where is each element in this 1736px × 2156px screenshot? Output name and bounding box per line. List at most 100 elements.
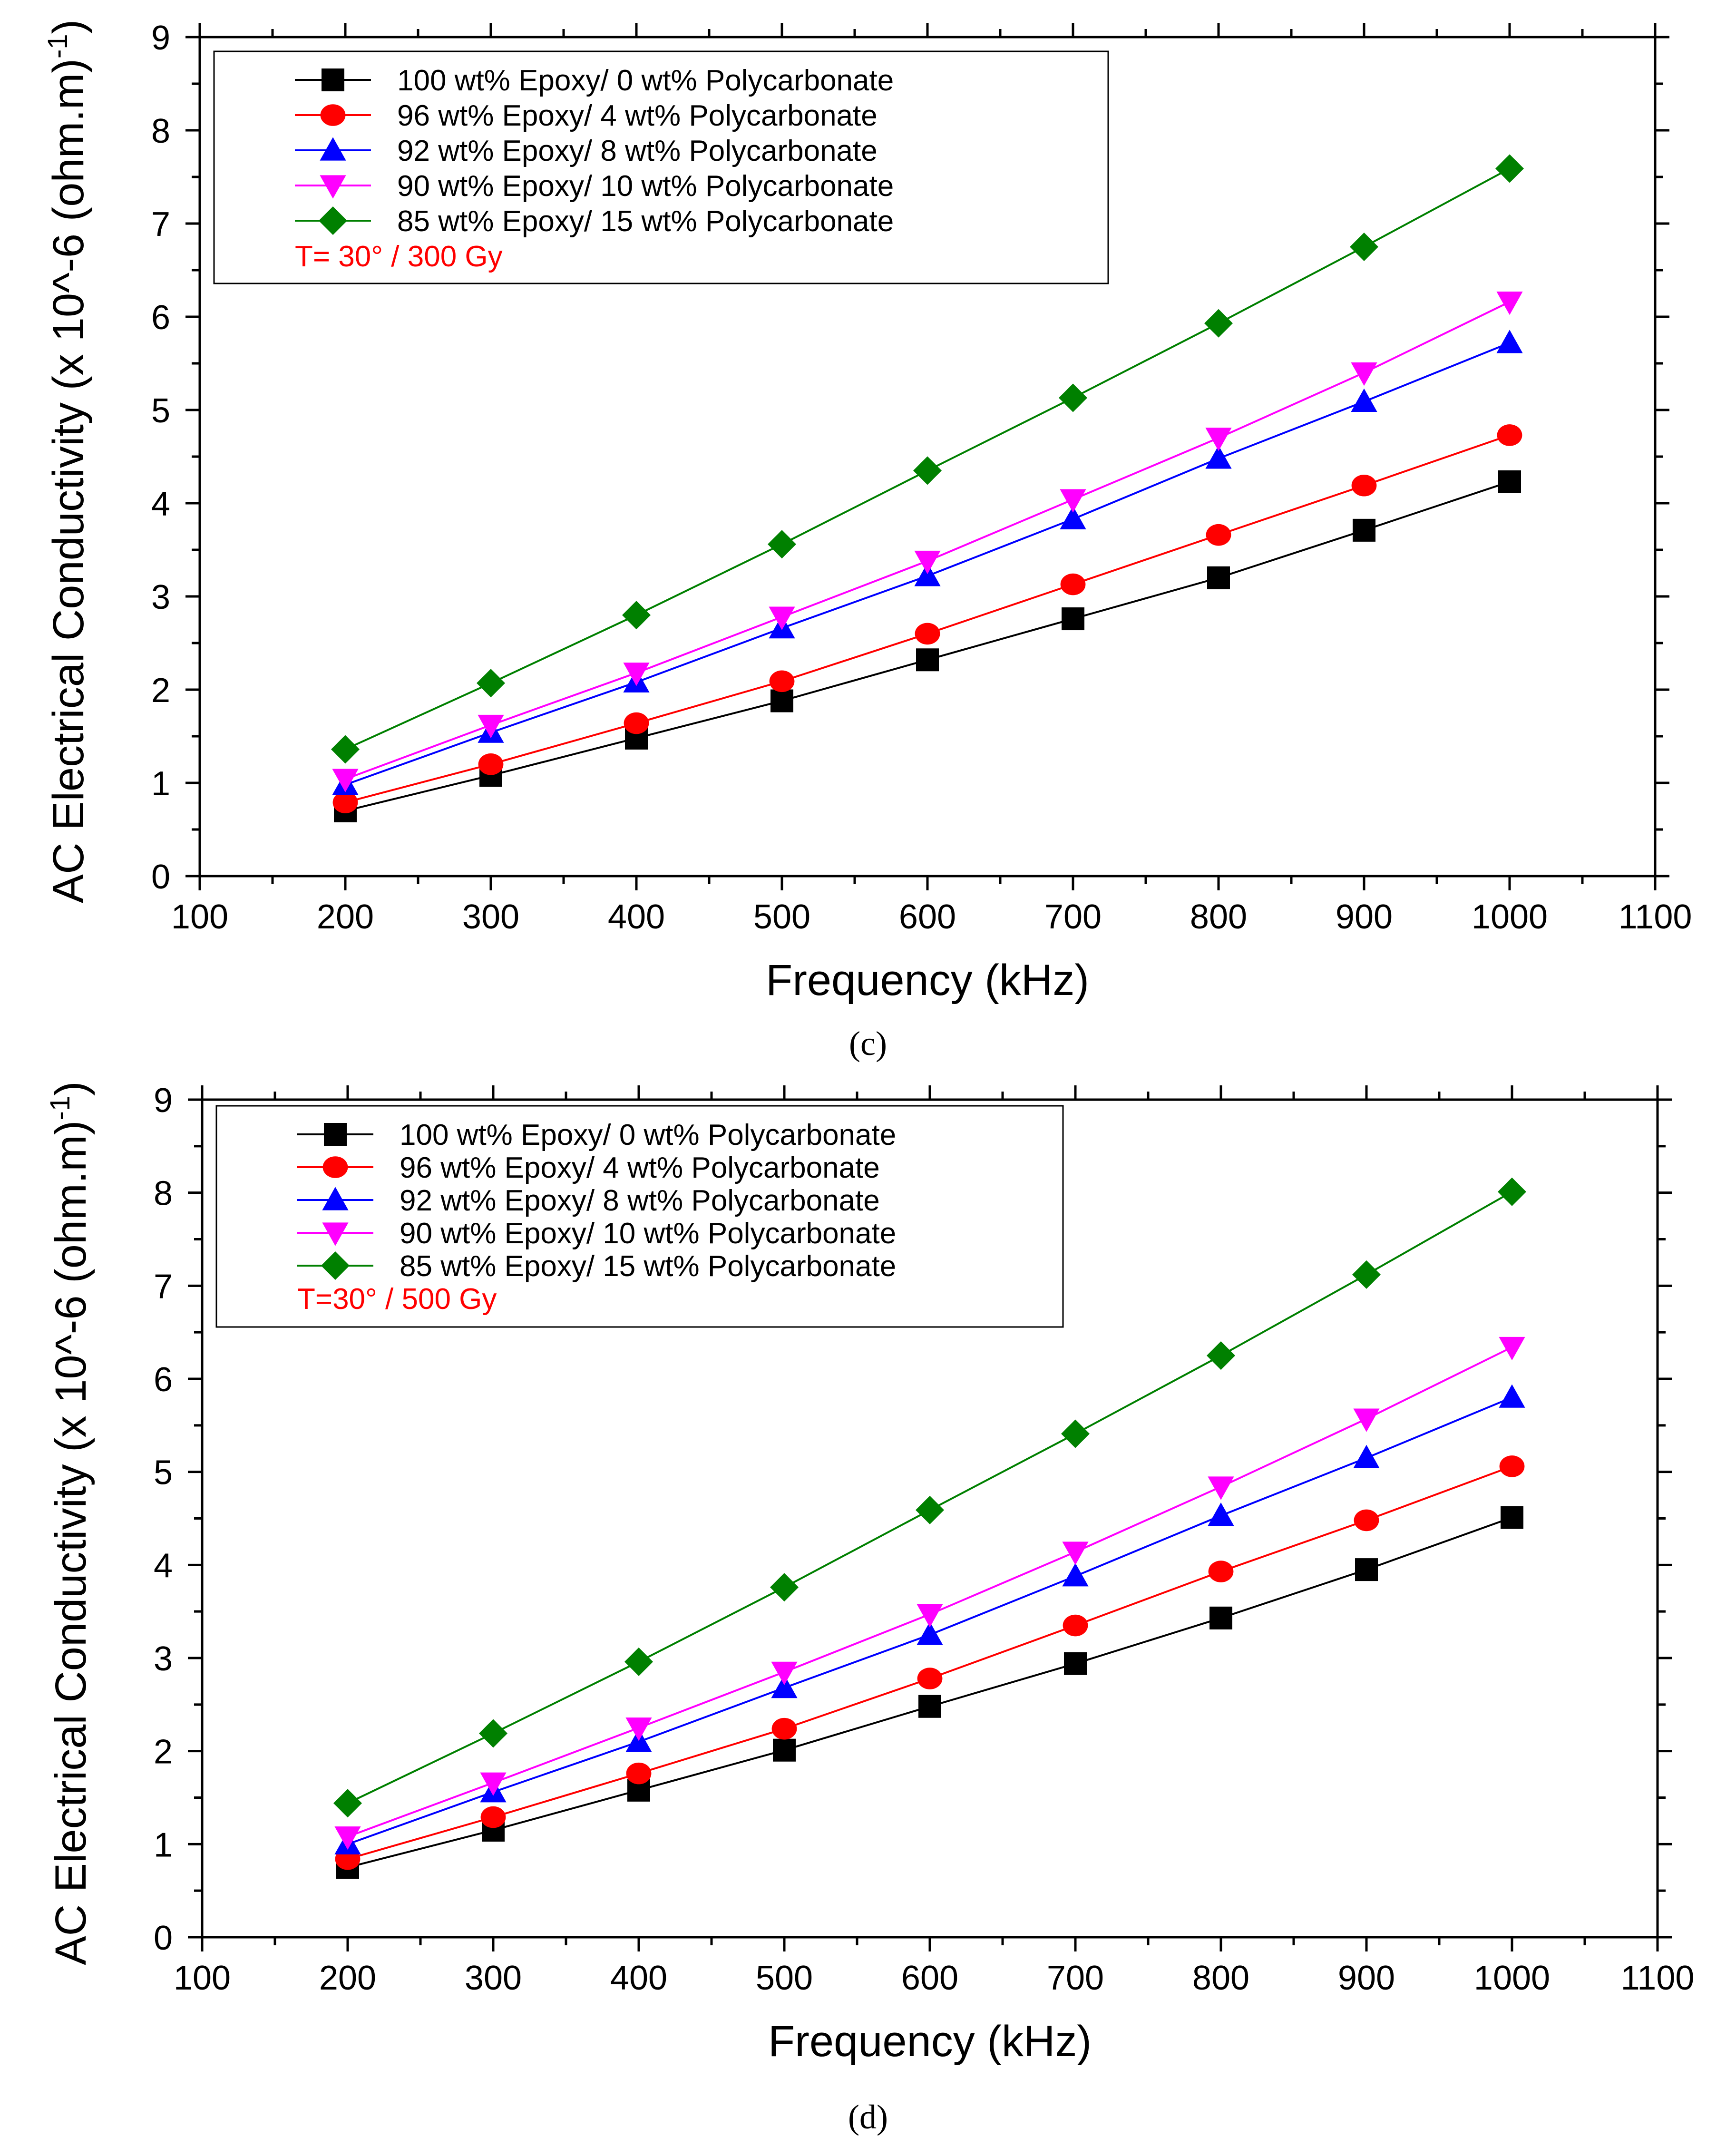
legend-label: 100 wt% Epoxy/ 0 wt% Polycarbonate <box>400 1119 896 1151</box>
data-point <box>913 456 942 485</box>
data-point <box>1501 1506 1523 1529</box>
panel-caption: (c) <box>849 1024 887 1063</box>
data-point <box>478 753 504 775</box>
legend-marker <box>322 1156 348 1178</box>
data-point <box>918 1695 941 1718</box>
data-point <box>331 735 360 764</box>
y-tick-label: 8 <box>151 112 170 150</box>
data-point <box>1496 330 1523 353</box>
data-point <box>768 530 796 559</box>
data-point <box>1353 1444 1380 1468</box>
data-point <box>622 601 651 630</box>
y-axis-label: AC Electrical Conductivity (x 10^-6 (ohm… <box>42 20 93 904</box>
series-5 <box>333 1177 1526 1818</box>
x-tick-label: 800 <box>1190 898 1247 936</box>
data-point <box>334 1826 361 1850</box>
panel-caption: (d) <box>848 2098 888 2136</box>
series-2 <box>335 1455 1525 1870</box>
x-tick-label: 1000 <box>1472 898 1548 936</box>
data-point <box>914 563 941 586</box>
series-line <box>345 434 1510 804</box>
data-point <box>1060 506 1086 529</box>
data-point <box>914 550 941 575</box>
data-point <box>1208 1561 1234 1582</box>
data-point <box>1498 1177 1526 1206</box>
legend-marker <box>321 1251 350 1280</box>
legend-label: 90 wt% Epoxy/ 10 wt% Polycarbonate <box>400 1217 896 1250</box>
data-point <box>1205 428 1232 451</box>
data-point <box>1062 1563 1089 1587</box>
y-tick-label: 9 <box>151 19 170 57</box>
data-point <box>478 714 504 739</box>
data-point <box>1354 1509 1379 1532</box>
data-point <box>917 1621 943 1645</box>
data-point <box>773 1738 796 1762</box>
data-point <box>1209 1606 1232 1629</box>
data-point <box>479 1719 507 1748</box>
y-tick-label: 7 <box>154 1268 173 1306</box>
data-point <box>332 791 358 813</box>
y-tick-label: 5 <box>151 392 170 430</box>
legend-marker <box>320 104 346 126</box>
data-point <box>332 769 359 792</box>
data-point <box>1062 1541 1089 1565</box>
data-point <box>1208 1502 1234 1526</box>
x-tick-label: 600 <box>899 898 956 936</box>
data-point <box>916 1495 944 1524</box>
y-tick-label: 4 <box>151 485 170 523</box>
x-tick-label: 700 <box>1047 1959 1104 1997</box>
series-2 <box>332 424 1522 813</box>
series-line <box>345 481 1510 812</box>
data-point <box>1059 383 1087 412</box>
x-tick-label: 300 <box>465 1959 522 1997</box>
legend-marker <box>322 1222 349 1246</box>
x-tick-label: 300 <box>462 898 519 936</box>
y-tick-label: 2 <box>151 672 170 710</box>
y-tick-label: 1 <box>154 1826 173 1864</box>
x-tick-label: 500 <box>753 898 810 936</box>
data-point <box>480 1772 507 1796</box>
data-point <box>769 670 795 693</box>
x-tick-label: 800 <box>1192 1959 1249 1997</box>
data-point <box>1352 1260 1381 1289</box>
x-tick-label: 700 <box>1044 898 1102 936</box>
data-point <box>1062 607 1084 631</box>
data-point <box>1061 1419 1090 1448</box>
x-axis-label: Frequency (kHz) <box>768 2017 1092 2066</box>
data-point <box>1206 524 1231 546</box>
y-tick-label: 1 <box>151 765 170 803</box>
data-point <box>769 606 795 630</box>
data-point <box>771 1661 798 1685</box>
data-point <box>770 689 793 712</box>
data-point <box>916 648 939 672</box>
series-4 <box>334 1337 1525 1850</box>
data-point <box>333 1789 362 1818</box>
x-tick-label: 400 <box>608 898 665 936</box>
y-tick-label: 0 <box>151 858 170 896</box>
y-tick-label: 6 <box>151 299 170 337</box>
legend-label: 85 wt% Epoxy/ 15 wt% Polycarbonate <box>400 1250 896 1283</box>
data-point <box>480 1806 506 1828</box>
data-point <box>1497 424 1522 446</box>
legend-marker <box>319 206 347 235</box>
legend-marker <box>320 175 346 199</box>
x-tick-label: 100 <box>174 1959 231 1997</box>
data-point <box>1351 474 1377 497</box>
legend-label: 96 wt% Epoxy/ 4 wt% Polycarbonate <box>397 99 878 132</box>
data-point <box>624 712 649 734</box>
series-1 <box>336 1506 1523 1879</box>
x-tick-label: 1100 <box>1619 898 1692 936</box>
data-point <box>1063 1614 1088 1637</box>
data-point <box>477 669 505 698</box>
data-point <box>626 1762 652 1785</box>
data-point <box>1351 388 1377 412</box>
data-point <box>625 1717 652 1741</box>
legend-marker <box>320 137 346 161</box>
data-point <box>1499 1337 1525 1361</box>
data-point <box>1351 362 1377 386</box>
x-tick-label: 400 <box>610 1959 667 1997</box>
condition-annotation: T=30° / 500 Gy <box>297 1283 497 1316</box>
